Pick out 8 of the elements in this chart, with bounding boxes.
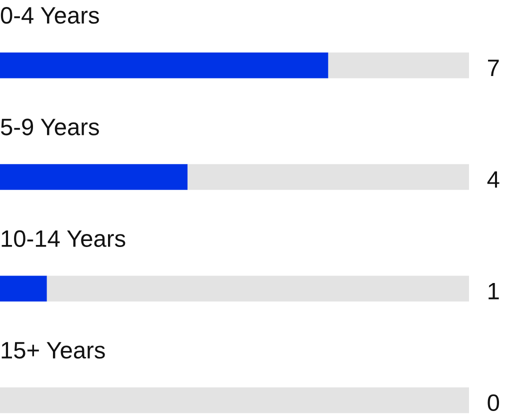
y-tick-label: 10-14 Years [2,230,126,247]
data-label: 1 [488,282,499,300]
y-tick-label: 0-4 Years [0,7,99,24]
data-label: 7 [488,60,499,76]
y-tick-label: 5-9 Years [0,118,99,136]
y-tick-label: 15+ Years [2,342,105,359]
data-label: 4 [487,171,500,188]
data-label: 0 [488,394,500,412]
